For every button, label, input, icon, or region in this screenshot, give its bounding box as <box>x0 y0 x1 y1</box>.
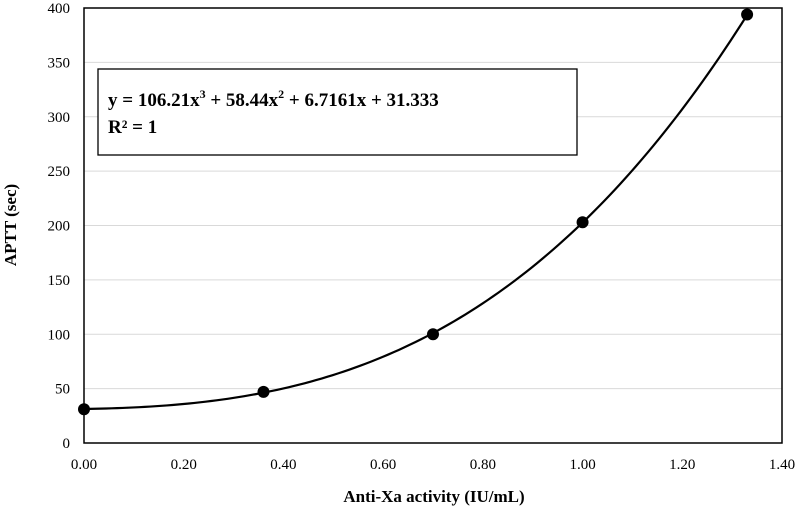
x-tick-label: 1.00 <box>569 457 595 473</box>
x-tick-label: 1.20 <box>669 457 695 473</box>
y-axis-ticks: 0 50 100 150 200 250 300 350 400 <box>48 1 71 452</box>
y-tick-label: 250 <box>48 164 71 180</box>
equation-box-frame <box>97 68 578 156</box>
data-point <box>427 328 439 341</box>
x-tick-label: 0.40 <box>270 457 296 473</box>
data-point <box>576 216 589 229</box>
y-tick-label: 400 <box>48 1 71 17</box>
x-tick-label: 0.20 <box>171 457 197 473</box>
trendline-equation: y = 106.21x3 + 58.44x2 + 6.7161x + 31.33… <box>108 87 439 111</box>
y-tick-label: 300 <box>48 110 71 126</box>
y-tick-label: 50 <box>55 382 70 398</box>
x-tick-label: 0.00 <box>71 457 97 473</box>
y-tick-label: 100 <box>48 327 71 343</box>
trendline-curve <box>83 14 749 411</box>
y-tick-label: 200 <box>48 219 71 235</box>
x-tick-label: 1.40 <box>769 457 795 473</box>
y-tick-label: 150 <box>48 273 71 289</box>
y-tick-label: 350 <box>48 55 71 71</box>
equation-box: y = 106.21x3 + 58.44x2 + 6.7161x + 31.33… <box>97 68 578 156</box>
y-tick-label: 0 <box>63 436 71 452</box>
x-axis-title: Anti-Xa activity (IU/mL) <box>343 487 524 506</box>
plot-border <box>83 7 783 444</box>
y-axis-title: APTT (sec) <box>1 184 20 266</box>
x-axis-ticks: 0.00 0.20 0.40 0.60 0.80 1.00 1.20 1.40 <box>71 457 795 473</box>
trendline <box>83 14 749 411</box>
r-squared-label: R² = 1 <box>108 117 157 138</box>
data-point <box>257 385 270 398</box>
x-tick-label: 0.80 <box>470 457 496 473</box>
data-point <box>741 8 754 21</box>
x-tick-label: 0.60 <box>370 457 396 473</box>
